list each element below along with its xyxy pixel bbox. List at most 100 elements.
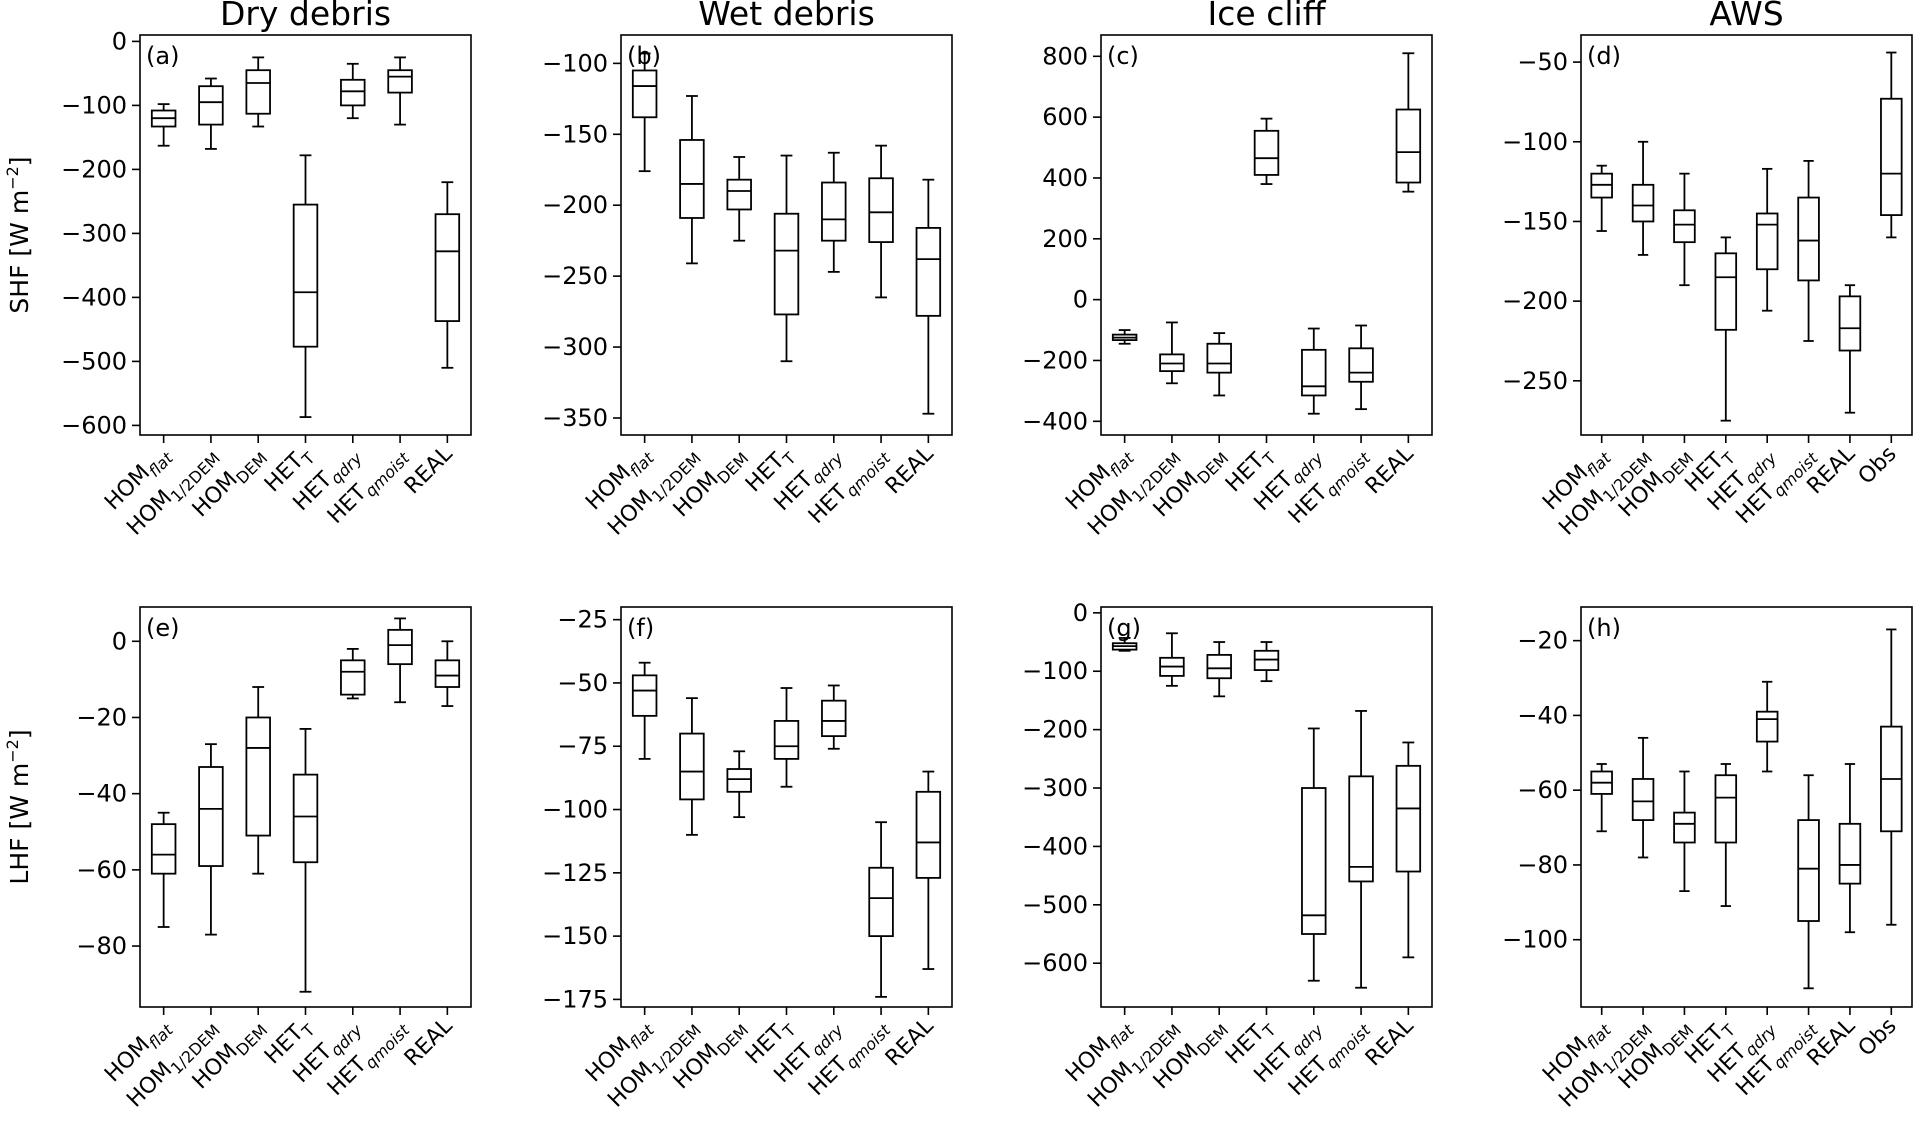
box-iqr: [1714, 774, 1738, 844]
y-tick-label: −150: [1502, 207, 1568, 235]
box-iqr: [821, 699, 847, 738]
box-HOM_1/2DEM: [1631, 736, 1655, 859]
box-HOM_DEM: [1673, 172, 1696, 287]
y-tick-label: −400: [1022, 832, 1088, 860]
category-label: HETqmoist: [1284, 441, 1375, 532]
y-tick-label: −200: [1022, 716, 1088, 744]
box-iqr: [340, 659, 366, 696]
y-tick-label: −20: [1517, 627, 1568, 655]
y-tick-label: 200: [1042, 225, 1088, 253]
box-REAL: [1395, 741, 1422, 959]
y-tick-label: −600: [1022, 949, 1088, 977]
box-HET_qmoist: [1797, 774, 1820, 990]
box-HET_T: [773, 154, 800, 363]
y-tick-label: −100: [1502, 926, 1568, 954]
category-label: HETT: [1221, 1013, 1280, 1072]
y-tick-label: −100: [61, 91, 127, 119]
box-HET_qdry: [1755, 167, 1779, 312]
box-HOM_flat: [1111, 637, 1138, 652]
y-tick-label: −25: [557, 606, 608, 634]
box-HET_qmoist: [387, 617, 413, 704]
y-tick-label: −75: [557, 732, 608, 760]
panel-label: (d): [1587, 42, 1621, 70]
box-iqr: [387, 69, 413, 94]
box-iqr: [915, 790, 942, 879]
box-HOM_DEM: [726, 750, 752, 819]
category-label: HETqmoist: [323, 1013, 414, 1104]
y-tick-label: −250: [542, 262, 608, 290]
y-tick-label: −125: [542, 859, 608, 887]
box-HOM_flat: [631, 52, 658, 173]
y-tick-label: −150: [542, 120, 608, 148]
panel-title: AWS: [1709, 0, 1783, 33]
box-iqr: [1395, 108, 1422, 184]
box-HET_T: [1714, 236, 1738, 422]
panel-title: Wet debris: [698, 0, 875, 33]
box-iqr: [631, 674, 658, 717]
category-label: REAL: [1361, 441, 1419, 499]
box-HET_qmoist: [868, 144, 894, 299]
box-HOM_1/2DEM: [1159, 632, 1185, 687]
box-HET_qmoist: [1348, 324, 1374, 411]
panel-b: Wet debris(b)−100−150−200−250−300−350HOM…: [542, 0, 953, 540]
box-HET_qmoist: [1348, 710, 1374, 989]
panel-label: (f): [627, 614, 654, 642]
box-HOM_flat: [150, 103, 177, 147]
y-tick-label: 0: [1073, 286, 1088, 314]
box-HET_qdry: [1755, 680, 1779, 773]
box-iqr: [1206, 342, 1232, 374]
box-iqr: [198, 766, 224, 867]
box-HOM_1/2DEM: [679, 95, 705, 265]
box-iqr: [434, 659, 461, 688]
box-iqr: [245, 716, 271, 837]
category-label: HETqmoist: [804, 1013, 895, 1104]
y-tick-label: −175: [542, 985, 608, 1013]
y-tick-label: 800: [1042, 42, 1088, 70]
box-iqr: [1714, 252, 1738, 331]
box-iqr: [292, 203, 319, 348]
y-tick-label: −60: [1517, 776, 1568, 804]
panel-g: (g)0−100−200−300−400−500−600HOMflatHOM1/…: [1022, 599, 1433, 1112]
box-iqr: [1631, 778, 1655, 821]
panel-label: (e): [146, 614, 180, 642]
box-HOM_DEM: [245, 686, 271, 875]
panel-title: Dry debris: [220, 0, 391, 33]
y-tick-label: 0: [112, 27, 127, 55]
box-iqr: [1838, 295, 1862, 352]
y-tick-label: −100: [542, 49, 608, 77]
panel-a: Dry debris (a) 0 −100 −200 −300 −400 −500 −600 SH…: [3, 0, 472, 540]
box-iqr: [631, 69, 658, 119]
box-iqr: [150, 823, 177, 875]
box-iqr: [1755, 710, 1779, 743]
box-iqr: [340, 78, 366, 107]
box-iqr: [773, 720, 800, 760]
y-tick-label: −300: [542, 333, 608, 361]
y-tick-label: −50: [1517, 48, 1568, 76]
box-iqr: [726, 768, 752, 793]
box-Obs: [1880, 628, 1903, 926]
category-label: HETqmoist: [804, 441, 895, 532]
panel-c: Ice cliff(c)8006004002000−200−400HOMflat…: [1022, 0, 1433, 540]
box-iqr: [1673, 811, 1696, 844]
box-HOM_flat: [1111, 329, 1138, 345]
box-REAL: [915, 178, 942, 415]
category-label: HETqmoist: [1284, 1013, 1375, 1104]
y-tick-label: −500: [61, 347, 127, 375]
box-HOM_DEM: [1673, 770, 1696, 893]
axes-frame: [1580, 606, 1913, 1008]
box-HET_T: [1714, 763, 1738, 907]
box-Obs: [1880, 51, 1903, 239]
axes-frame: [1100, 34, 1433, 436]
box-HET_qmoist: [387, 56, 413, 126]
category-label: REAL: [1361, 1013, 1419, 1071]
y-tick-label: −20: [76, 703, 127, 731]
axes-frame: [1580, 34, 1913, 436]
box-REAL: [1838, 763, 1862, 934]
y-tick-label: −200: [542, 191, 608, 219]
box-HOM_DEM: [1206, 332, 1232, 397]
category-label: REAL: [881, 1013, 939, 1071]
box-iqr: [821, 181, 847, 242]
box-iqr: [292, 773, 319, 864]
